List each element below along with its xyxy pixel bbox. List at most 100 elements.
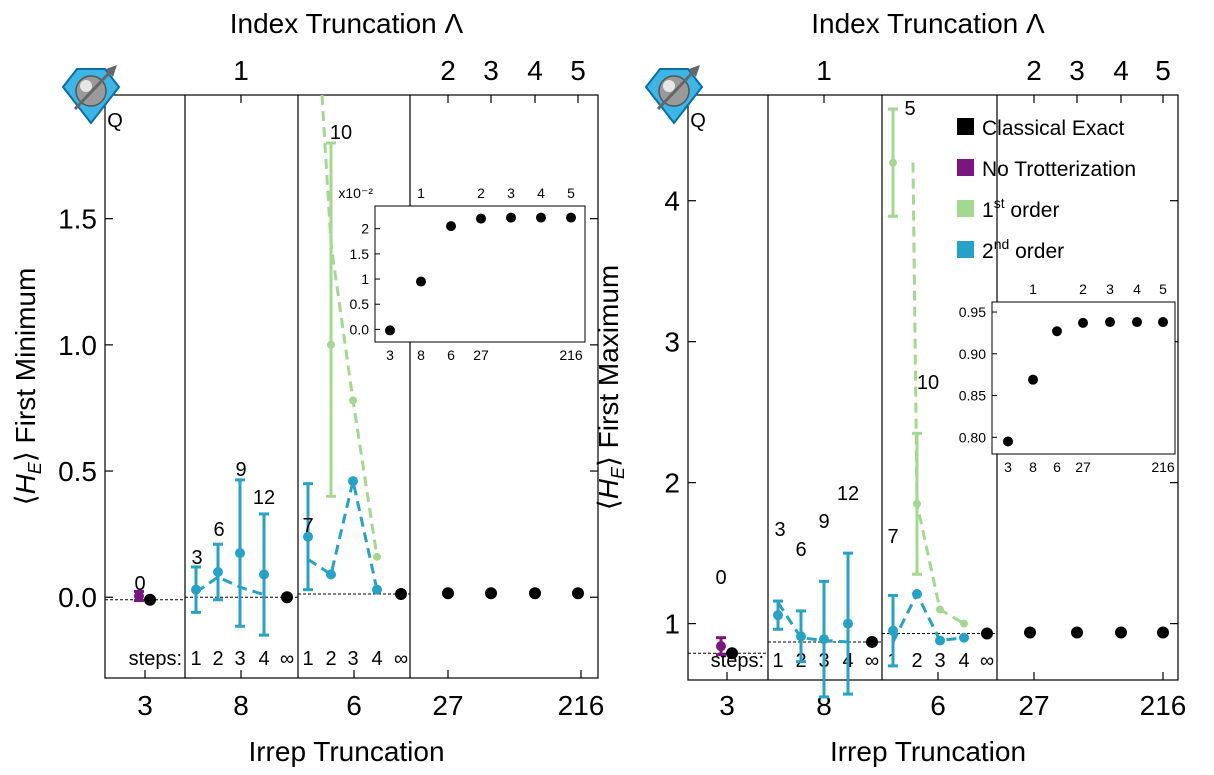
inset-point [566, 212, 576, 223]
steps-tick-label: 1 [302, 648, 313, 670]
steps-tick-label: 2 [325, 648, 336, 670]
inset-chart: 0.80 0.85 0.90 0.95 3 8 6 27 216 1 2 3 4 5 [959, 281, 1176, 475]
steps-tick-label: 3 [234, 648, 245, 670]
top-tick-label: 3 [1069, 55, 1085, 86]
inset-x-tick-label: 216 [1151, 459, 1175, 475]
legend-label-second_order: 2nd order [982, 236, 1064, 263]
legend-label-first_order: 1st order [982, 195, 1059, 222]
inset-top-tick-label: 1 [417, 185, 425, 201]
top-tick-label: 4 [1113, 55, 1129, 86]
classical-exact-point [572, 587, 584, 600]
inset-point [506, 212, 516, 223]
inset-y-tick-label: 1.5 [350, 246, 370, 262]
steps-tick-label: ∞ [394, 648, 408, 670]
classical-exact-point [485, 587, 497, 600]
second-order-point [213, 567, 223, 577]
y-tick-label: 0.0 [58, 582, 97, 613]
legend-item-first_order: 1st order [957, 195, 1059, 222]
y-tick-label: 4 [664, 186, 680, 217]
inset-x-tick-label: 6 [447, 347, 455, 363]
steps-tick-label: 4 [258, 648, 269, 670]
classical-exact-point [144, 593, 156, 606]
second-order-point [348, 476, 358, 487]
top-tick-label: 2 [1026, 55, 1042, 86]
bottom-tick-label: 216 [558, 690, 605, 721]
second-order-trend-irrep6 [307, 480, 379, 590]
spin-arrow-icon [73, 67, 115, 111]
no-trotterization-point [716, 641, 726, 652]
inset-top-tick-label: 5 [567, 185, 575, 201]
legend-swatch-no_trotter [957, 159, 974, 176]
sphere-highlight [663, 80, 675, 92]
steps-label: steps: [129, 648, 182, 670]
bottom-tick-label: 3 [719, 690, 735, 721]
inset-multiplier-label: x10⁻² [338, 185, 373, 201]
bottom-tick-label: 6 [930, 690, 946, 721]
left-panel-first-minimum: Index Truncation Λ Irrep Truncation ⟨HE⟩ F… [10, 8, 604, 767]
shot-count-label: 6 [213, 519, 224, 541]
shot-count-label: 0 [715, 567, 726, 589]
inset-point [1052, 326, 1062, 337]
steps-tick-label: 1 [190, 648, 201, 670]
inset-top-tick-label: 4 [537, 185, 545, 201]
shot-count-label: 10 [917, 372, 939, 394]
sphere-highlight [80, 80, 92, 92]
classical-exact-point [1115, 626, 1127, 639]
arrow-head-icon [106, 65, 117, 77]
bottom-tick-label: 27 [432, 690, 463, 721]
shot-count-label: 3 [774, 519, 785, 541]
bottom-tick-label: 216 [1140, 690, 1187, 721]
y-tick-label: 1.5 [58, 204, 97, 235]
steps-tick-label: 2 [911, 650, 922, 672]
first-order-point [349, 396, 357, 405]
spin-arrow-icon [656, 67, 698, 111]
second-order-point [796, 631, 806, 642]
logo-letter: Q [107, 110, 123, 132]
y-axis-title: ⟨HE⟩ First Minimum [10, 268, 45, 506]
inset-top-tick-label: 3 [1106, 281, 1114, 297]
inset-point [536, 212, 546, 223]
first-order-error-bar [326, 141, 336, 498]
inset-y-tick-label: 0.80 [959, 429, 986, 445]
classical-exact-point [1071, 626, 1083, 639]
shot-count-label: 9 [818, 511, 829, 533]
bottom-tick-label: 3 [137, 690, 153, 721]
inset-top-tick-label: 2 [477, 185, 485, 201]
top-tick-label: 4 [527, 55, 543, 86]
shot-count-label: 12 [837, 483, 859, 505]
inset-point [385, 325, 395, 336]
classical-exact-point [981, 627, 993, 640]
shot-count-label: 3 [191, 547, 202, 569]
inset-y-tick-label: 0.90 [959, 346, 986, 362]
second-order-point [935, 635, 945, 646]
inset-point [1028, 374, 1038, 385]
shot-count-label: 5 [904, 98, 915, 120]
classical-exact-point [395, 587, 407, 600]
inset-chart: 0.0 0.5 1 1.5 2 3 8 6 27 216 1 2 3 4 5 x10⁻² [338, 185, 586, 363]
classical-exact-point [866, 635, 878, 648]
inset-point [446, 221, 456, 232]
inset-frame [374, 205, 586, 343]
inset-x-tick-label: 6 [1053, 459, 1061, 475]
first-order-point [960, 619, 968, 628]
legend-label-classical: Classical Exact [982, 117, 1125, 140]
second-order-point [372, 584, 382, 595]
second-order-point [959, 632, 969, 643]
x-axis-title: Irrep Truncation [830, 736, 1026, 767]
plot-frame [104, 94, 599, 679]
top-axis-title: Index Truncation Λ [230, 8, 464, 39]
steps-tick-label: 4 [371, 648, 382, 670]
inset-top-tick-label: 3 [507, 185, 515, 201]
second-order-point [235, 548, 245, 559]
inset-point [416, 276, 426, 287]
y-axis-title: ⟨HE⟩ First Maximum [593, 265, 628, 510]
inset-x-tick-label: 3 [386, 347, 394, 363]
legend-item-no_trotter: No Trotterization [957, 158, 1136, 181]
x-axis-title: Irrep Truncation [248, 736, 444, 767]
inset-x-tick-label: 8 [417, 347, 425, 363]
legend-item-second_order: 2nd order [957, 236, 1064, 263]
first-order-point [913, 499, 921, 508]
quantum-diamond-logo: Q [61, 65, 123, 132]
first-order-point [889, 158, 897, 167]
